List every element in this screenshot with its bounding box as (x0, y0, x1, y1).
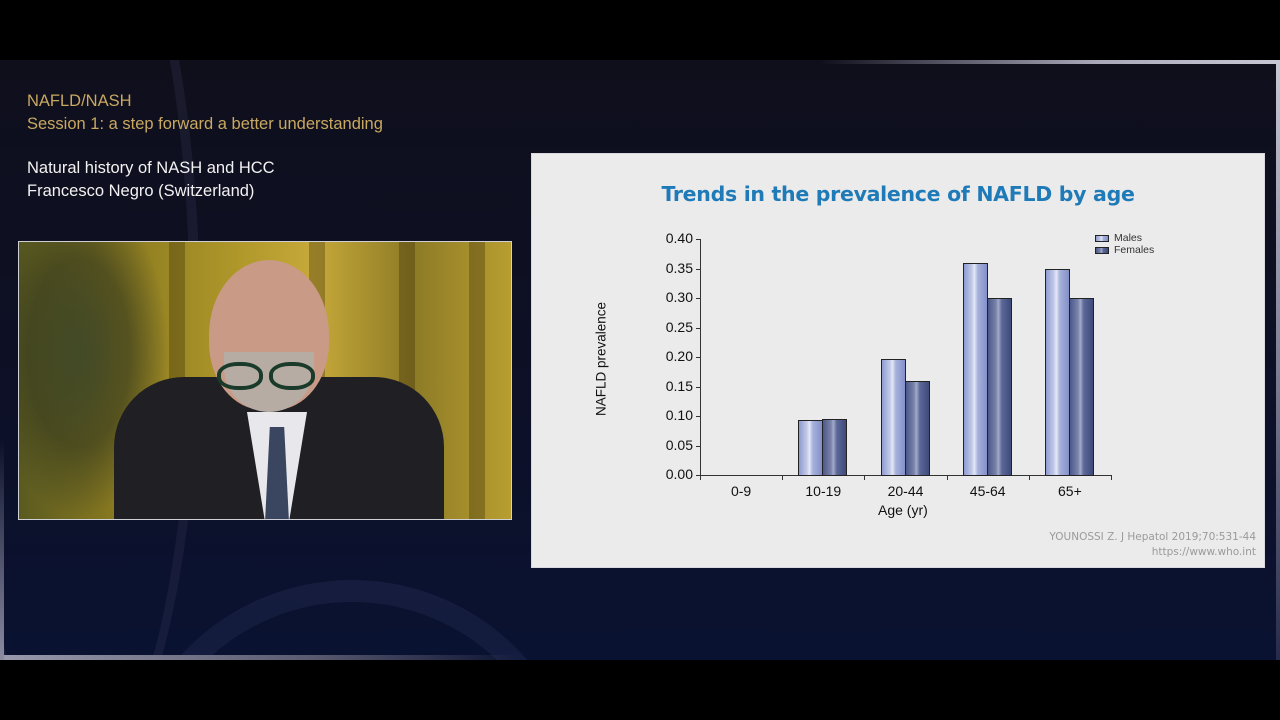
frame-border-right (1276, 60, 1280, 660)
x-tick-label: 0-9 (730, 483, 752, 499)
bar-females-20-44 (904, 380, 930, 476)
x-tick-label: 65+ (1058, 483, 1082, 499)
y-tick-mark (696, 416, 701, 417)
chart-legend: Males Females (1095, 232, 1154, 256)
y-tick-mark (696, 239, 701, 240)
x-tick-label: 45-64 (969, 483, 1006, 499)
bar-males-65+ (1044, 268, 1070, 476)
y-tick-label: 0.35 (665, 259, 693, 276)
x-tick-mark (1111, 475, 1112, 480)
legend-swatch-females (1095, 246, 1109, 254)
x-tick-mark (700, 475, 701, 480)
talk-info: Natural history of NASH and HCC Francesc… (27, 157, 275, 203)
bar-females-10-19 (822, 418, 848, 476)
y-tick-label: 0.10 (665, 407, 693, 423)
slide-title: Trends in the prevalence of NAFLD by age (661, 182, 1135, 206)
legend-item-females: Females (1095, 244, 1154, 256)
y-tick-label: 0.25 (665, 318, 693, 335)
citation: YOUNOSSI Z. J Hepatol 2019;70:531-44 htt… (1049, 530, 1256, 560)
frame-border-bottom (0, 655, 520, 660)
y-tick-label: 0.30 (665, 289, 693, 305)
speaker-name: Francesco Negro (Switzerland) (27, 182, 255, 200)
y-tick-label: 0.40 (665, 230, 693, 246)
y-axis-label: NAFLD prevalence (593, 301, 609, 417)
legend-swatch-males (1095, 234, 1109, 242)
y-tick-label: 0.00 (665, 466, 693, 482)
speaker-video-feed (18, 241, 512, 520)
x-tick-label: 10-19 (805, 483, 842, 499)
y-tick-mark (696, 386, 701, 388)
bar-males-10-19 (798, 420, 824, 476)
x-tick-mark (782, 475, 784, 480)
citation-url: https://www.who.int (1151, 546, 1256, 558)
x-axis-label: Age (yr) (878, 502, 928, 518)
y-tick-mark (696, 327, 701, 329)
y-tick-label: 0.05 (665, 436, 693, 453)
frame-border-left (0, 440, 4, 660)
x-tick-mark (946, 475, 948, 480)
x-tick-mark (1028, 475, 1030, 480)
y-tick-mark (696, 298, 701, 299)
y-tick-mark (696, 475, 701, 476)
presentation-slide: Trends in the prevalence of NAFLD by age… (531, 153, 1265, 568)
y-tick-mark (696, 357, 701, 358)
session-title: Session 1: a step forward a better under… (27, 115, 383, 133)
x-tick-mark (864, 475, 866, 480)
y-tick-mark (696, 445, 701, 447)
y-tick-label: 0.20 (665, 348, 693, 364)
y-tick-label: 0.15 (665, 377, 693, 394)
speaker-glasses (217, 362, 317, 390)
bar-females-65+ (1068, 298, 1094, 476)
frame-border-top (820, 60, 1280, 64)
legend-item-males: Males (1095, 232, 1154, 244)
bar-chart: NAFLD prevalence Age (yr) Males Females … (532, 154, 1264, 567)
decorative-swoosh (120, 580, 584, 660)
bar-males-45-64 (962, 262, 988, 476)
y-tick-mark (696, 268, 701, 270)
session-info: NAFLD/NASH Session 1: a step forward a b… (27, 90, 383, 136)
session-topic: NAFLD/NASH (27, 92, 132, 110)
talk-title: Natural history of NASH and HCC (27, 159, 275, 177)
bar-females-45-64 (986, 298, 1012, 476)
citation-reference: YOUNOSSI Z. J Hepatol 2019;70:531-44 (1049, 531, 1256, 543)
x-tick-label: 20-44 (887, 483, 924, 499)
bar-males-20-44 (880, 358, 906, 476)
